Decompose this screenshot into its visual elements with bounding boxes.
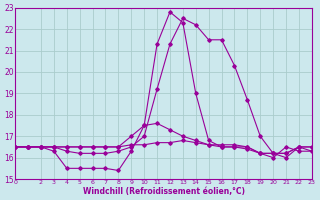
- X-axis label: Windchill (Refroidissement éolien,°C): Windchill (Refroidissement éolien,°C): [83, 187, 244, 196]
